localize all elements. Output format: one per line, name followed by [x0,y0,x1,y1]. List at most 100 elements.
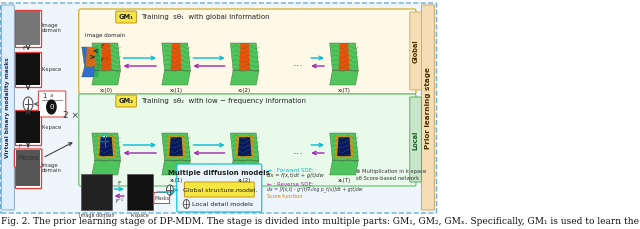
Polygon shape [162,160,191,175]
FancyBboxPatch shape [154,193,170,204]
Text: F: F [117,181,121,186]
Polygon shape [82,47,100,66]
Text: Image
domain: Image domain [42,163,61,173]
Text: F⁻¹: F⁻¹ [115,199,124,204]
Text: sθ Score-based network: sθ Score-based network [356,177,420,182]
Polygon shape [239,43,250,70]
Text: 0: 0 [49,104,54,110]
Text: F: F [100,44,104,49]
Text: K-space: K-space [42,125,62,130]
Text: . . . . . .: . . . . . . [229,185,258,194]
Text: Training  sθ₁  with global information: Training sθ₁ with global information [141,14,270,20]
FancyBboxPatch shape [79,94,416,186]
Polygon shape [330,70,358,85]
Bar [17,11,40,45]
Text: x₁(1): x₁(1) [170,88,182,93]
Polygon shape [339,43,349,70]
FancyBboxPatch shape [15,52,41,87]
FancyBboxPatch shape [127,174,153,210]
Text: xₖ(0): xₖ(0) [100,178,113,183]
Polygon shape [335,135,354,158]
Bar [17,53,40,85]
Text: Multiple diffusion models: Multiple diffusion models [168,170,270,176]
Bar [17,111,40,143]
Text: ...: ... [292,58,303,68]
FancyBboxPatch shape [1,5,14,210]
Text: ...: ... [292,146,303,156]
Polygon shape [92,160,120,175]
Text: Training  sθ₂  with low − frequency information: Training sθ₂ with low − frequency inform… [141,98,306,104]
Text: Masks: Masks [154,196,170,201]
Text: F: F [22,46,26,51]
Text: xₖ(2): xₖ(2) [238,178,252,183]
Text: ← : Reverse SDE:: ← : Reverse SDE: [268,182,314,186]
Polygon shape [171,43,182,70]
FancyBboxPatch shape [15,9,41,46]
Polygon shape [162,70,191,85]
FancyBboxPatch shape [14,149,42,167]
Polygon shape [330,133,358,160]
Text: F⁻¹: F⁻¹ [19,144,26,148]
Text: Fig. 2. The prior learning stage of DP-MDM. The stage is divided into multiple p: Fig. 2. The prior learning stage of DP-M… [1,217,640,226]
Polygon shape [92,43,120,70]
FancyBboxPatch shape [422,5,435,210]
Text: GM₂: GM₂ [118,98,134,104]
Text: F⁻¹: F⁻¹ [100,58,108,63]
Polygon shape [86,47,97,66]
FancyBboxPatch shape [410,97,422,182]
Polygon shape [92,70,120,85]
Polygon shape [162,43,191,70]
FancyBboxPatch shape [116,95,136,107]
Text: 1: 1 [42,93,47,99]
Text: Global structure model: Global structure model [183,188,255,193]
Bar [17,150,40,186]
Polygon shape [230,160,259,175]
Text: x₁(2): x₁(2) [238,88,252,93]
Polygon shape [235,135,254,158]
Text: GM₁: GM₁ [118,14,134,20]
Text: xₖ(T): xₖ(T) [337,178,351,183]
Text: K-space: K-space [131,213,149,218]
Text: 2 ×: 2 × [63,112,79,120]
FancyBboxPatch shape [38,91,66,117]
Polygon shape [99,137,113,156]
Polygon shape [97,135,116,158]
Text: Local: Local [412,130,419,150]
Text: x₁(T): x₁(T) [337,88,351,93]
FancyBboxPatch shape [410,12,422,90]
Polygon shape [162,133,191,160]
Text: dx = f(x,t)dt + g(t)dw: dx = f(x,t)dt + g(t)dw [268,174,324,178]
FancyBboxPatch shape [1,3,436,213]
Circle shape [100,135,109,147]
FancyBboxPatch shape [15,148,41,188]
Text: xₖ(1): xₖ(1) [170,178,183,183]
Text: → : Forward SDE:: → : Forward SDE: [268,169,314,174]
Text: Image domain: Image domain [79,213,115,218]
Text: dx = [f(x,t) - g²(t)∇ₓlog p_t(x)]dt + g(t)dw: dx = [f(x,t) - g²(t)∇ₓlog p_t(x)]dt + g(… [268,186,363,192]
Polygon shape [230,70,259,85]
Polygon shape [92,133,120,160]
Polygon shape [330,43,358,70]
Text: K-space: K-space [42,66,62,71]
Polygon shape [100,43,112,70]
Circle shape [166,185,173,195]
Text: Image
domain: Image domain [42,23,61,33]
Circle shape [183,199,189,208]
Polygon shape [230,133,259,160]
Polygon shape [337,137,351,156]
FancyBboxPatch shape [79,9,416,94]
Text: x₁(0): x₁(0) [100,88,113,93]
Polygon shape [238,137,252,156]
Text: Virtual binary modality masks: Virtual binary modality masks [5,58,10,158]
FancyBboxPatch shape [177,164,262,212]
Text: Score function: Score function [268,194,303,199]
Text: a: a [50,93,53,98]
Polygon shape [169,137,183,156]
Text: Local detail models: Local detail models [192,202,253,207]
Polygon shape [82,66,100,77]
Text: Image domain: Image domain [85,33,125,38]
Text: Global: Global [412,39,419,63]
Polygon shape [230,43,259,70]
Circle shape [23,97,33,111]
FancyBboxPatch shape [15,109,41,144]
